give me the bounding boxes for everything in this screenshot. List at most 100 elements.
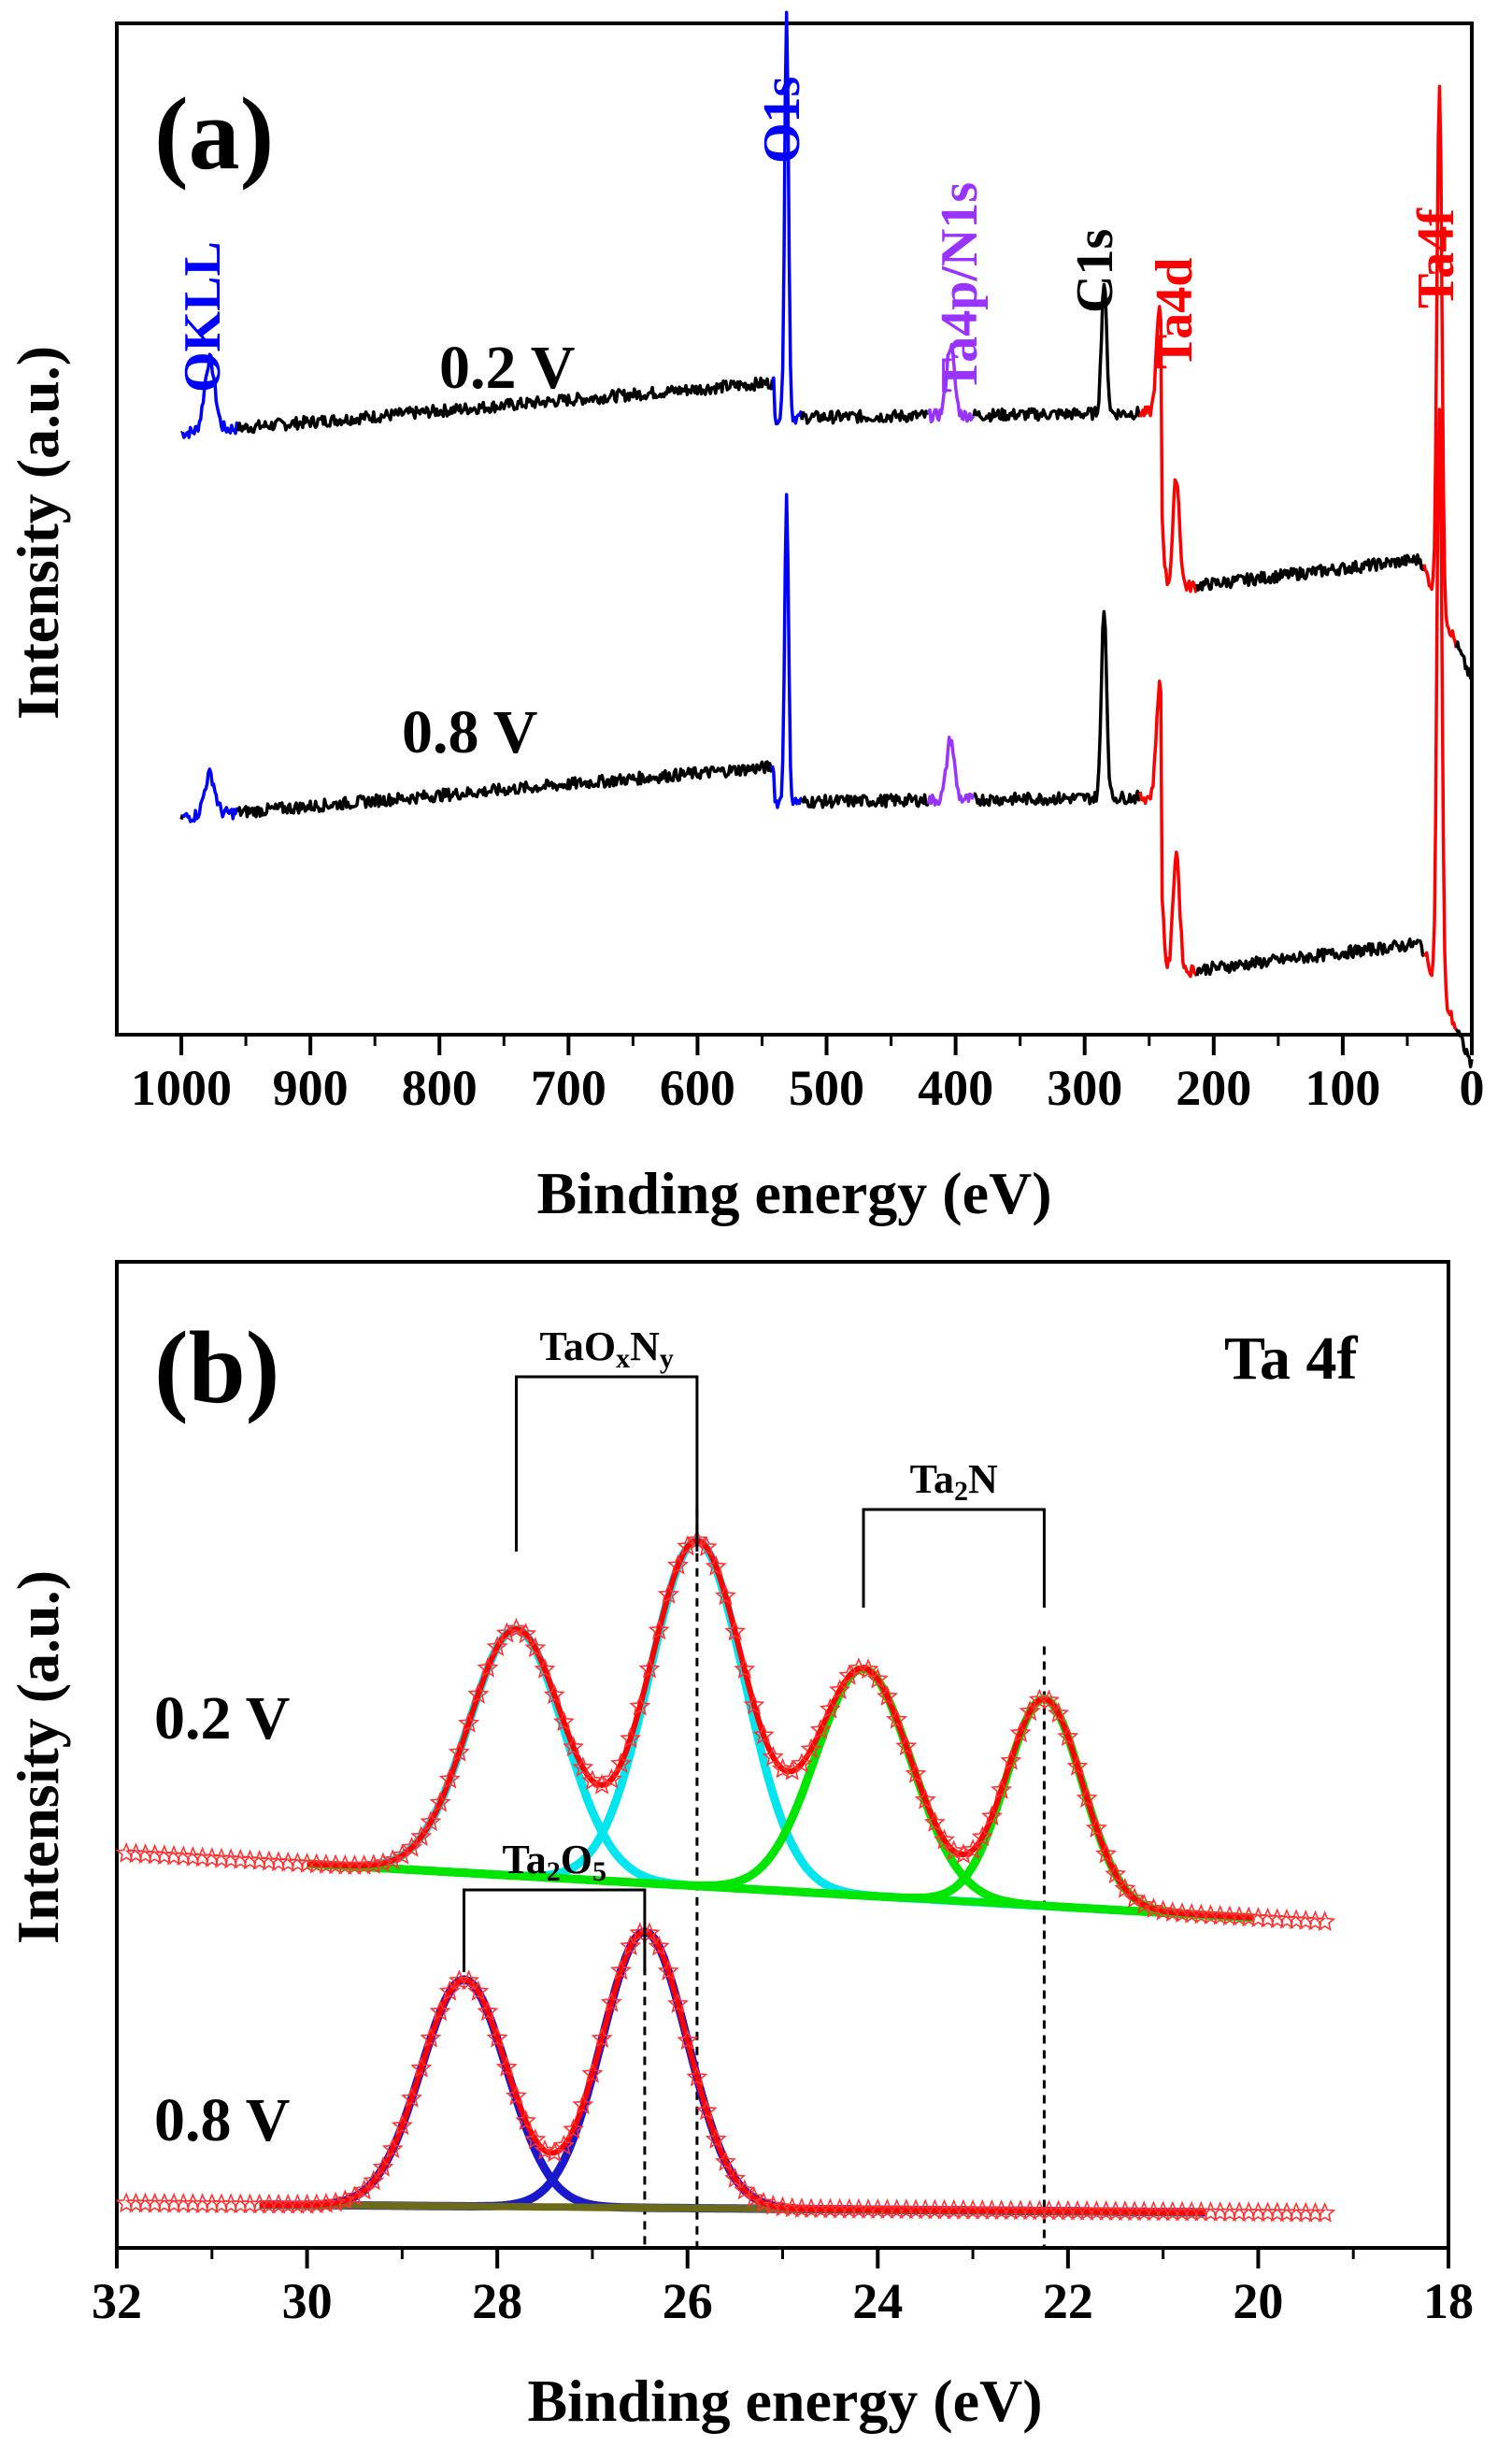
raw-data-point [181, 2193, 204, 2213]
raw-data-point [952, 1843, 975, 1864]
raw-data-point [620, 1935, 642, 1956]
x-tick-label-a: 800 [402, 1060, 478, 1116]
raw-data-point [1276, 2201, 1298, 2223]
raw-data-point [1285, 2201, 1307, 2223]
x-tick-label-a: 0 [1460, 1060, 1485, 1116]
annotation-label-taoxny: TaOxNy [540, 1324, 674, 1374]
raw-data-point [543, 1683, 565, 1705]
peak-label-ta4f: Ta4f [1407, 207, 1465, 308]
series-label-0-8v-a: 0.8 V [402, 698, 537, 766]
raw-data-point [838, 1664, 861, 1685]
raw-data-point [648, 1935, 670, 1956]
panel-b-label: (b) [154, 1310, 279, 1424]
raw-data-point [172, 2192, 194, 2213]
raw-data-point [781, 1759, 804, 1781]
raw-data-point [552, 1710, 575, 1732]
panel-a-curves [179, 10, 1474, 1069]
raw-data-point [495, 2055, 518, 2077]
survey-curve-segment [1195, 552, 1426, 592]
raw-data-point [115, 1841, 137, 1863]
raw-data-point [791, 1753, 813, 1774]
raw-data-point [467, 1682, 490, 1704]
raw-data-point [686, 2066, 708, 2087]
raw-data-point [410, 2056, 433, 2078]
survey-curve-segment [972, 282, 1142, 423]
raw-data-point [1019, 1700, 1041, 1722]
x-tick-label-b: 28 [472, 2273, 522, 2329]
raw-data-point [895, 1735, 918, 1756]
raw-data-point [552, 2134, 575, 2155]
raw-data-point [800, 1738, 822, 1759]
peak-label-ta4p-n1s: Ta4p/N1s [931, 182, 989, 393]
raw-data-point [743, 2186, 765, 2208]
raw-data-point [1305, 2201, 1326, 2223]
raw-data-point [943, 1839, 965, 1861]
survey-curve-segment [800, 408, 929, 425]
raw-data-point [1105, 1863, 1127, 1884]
x-tick-label-a: 900 [273, 1060, 349, 1116]
raw-data-point [600, 1767, 622, 1789]
panel-b-annotations: TaOxNy Ta2N Ta2O5 [463, 1324, 1046, 1972]
raw-data-point [1228, 2201, 1250, 2222]
raw-data-point [1038, 1689, 1060, 1710]
raw-data-point [420, 2026, 442, 2048]
raw-data-point [1314, 2201, 1336, 2223]
raw-data-point [695, 2099, 718, 2121]
raw-data-point [458, 1969, 480, 1991]
panel-b-frame [115, 1260, 1450, 2250]
raw-data-point [1133, 1894, 1155, 1914]
raw-data-point [543, 2141, 565, 2163]
raw-data-point [1066, 1755, 1089, 1776]
raw-data-point [124, 2192, 147, 2213]
survey-curve-segment [181, 767, 240, 823]
raw-data-point [610, 1753, 633, 1773]
raw-data-point [429, 2000, 451, 2022]
x-tick-label-b: 32 [92, 2273, 142, 2329]
raw-data-point [610, 1959, 633, 1981]
survey-curve-segment [770, 493, 803, 809]
raw-data-point [1095, 1842, 1118, 1864]
raw-data-point [163, 2192, 185, 2213]
survey-curve-segment [1454, 640, 1474, 680]
survey-curve-segment [1138, 679, 1199, 979]
raw-data-point [1209, 2201, 1232, 2222]
raw-data-point [581, 1769, 604, 1791]
raw-data-point [506, 1617, 527, 1638]
raw-data-point [201, 2193, 223, 2214]
raw-data-point [914, 1788, 936, 1810]
raw-data-point [980, 1805, 1003, 1826]
x-tick-label-a: 700 [531, 1060, 606, 1116]
raw-data-point [762, 2194, 784, 2215]
raw-data-point [705, 1555, 727, 1577]
raw-data-point [600, 1991, 622, 2012]
raw-data-point [991, 1779, 1013, 1799]
raw-data-point [743, 1694, 765, 1715]
raw-data-point [1247, 2201, 1269, 2223]
raw-data-point [666, 1992, 689, 2013]
raw-data-point [400, 2086, 422, 2108]
x-tick-label-b: 18 [1423, 2273, 1474, 2329]
panel-a-ylabel: Intensity (a.u.) [5, 346, 71, 720]
raw-data-point [524, 1637, 547, 1658]
raw-data-point [866, 1667, 889, 1689]
survey-curve-segment [926, 735, 976, 807]
raw-data-point [581, 2062, 604, 2083]
survey-curve-segment [1422, 408, 1458, 1031]
raw-data-point [695, 1536, 718, 1557]
peak-label-c1s: C1s [1066, 229, 1124, 313]
raw-data-point [144, 2192, 166, 2213]
raw-data-point [677, 1535, 699, 1556]
raw-data-point [752, 1724, 775, 1745]
raw-data-point [620, 1727, 642, 1749]
raw-data-point [666, 1553, 689, 1575]
x-tick-label-b: 24 [852, 2273, 903, 2329]
panel-a-peak-labels: OKLL O1s Ta4p/N1s C1s Ta4d Ta4f [174, 77, 1465, 393]
survey-curve-segment [1195, 937, 1425, 977]
raw-data-point [1294, 2201, 1317, 2223]
panel-a-label: (a) [154, 77, 274, 191]
annotation-bracket [862, 1508, 1046, 1608]
raw-data-point [372, 2155, 394, 2177]
raw-data-point [334, 2189, 356, 2211]
raw-data-point [905, 1762, 927, 1783]
fit-envelope [259, 1928, 1206, 2215]
